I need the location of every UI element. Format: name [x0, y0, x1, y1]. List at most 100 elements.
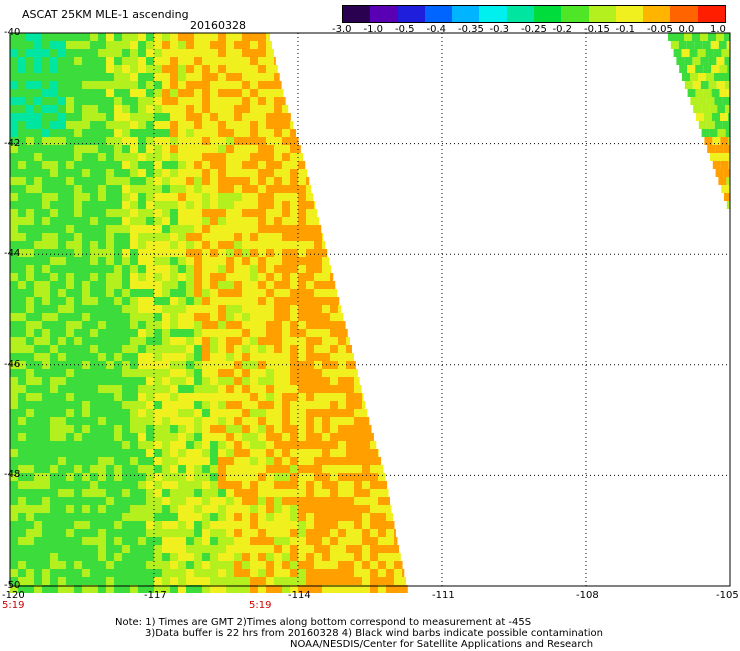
swath-cell [709, 105, 717, 113]
swath-cell [162, 377, 170, 385]
swath-cell [346, 481, 354, 489]
swath-cell [306, 393, 314, 401]
swath-cell [306, 201, 314, 209]
swath-cell [226, 505, 234, 513]
swath-cell [138, 201, 146, 209]
swath-cell [34, 481, 42, 489]
swath-cell [66, 289, 74, 297]
swath-cell [274, 177, 282, 185]
swath-cell [234, 209, 242, 217]
swath-cell [138, 249, 146, 257]
swath-cell [234, 497, 242, 505]
swath-cell [234, 545, 242, 553]
swath-cell [202, 329, 210, 337]
swath-cell [186, 289, 194, 297]
swath-cell [674, 49, 682, 57]
swath-cell [242, 441, 250, 449]
swath-cell [26, 481, 34, 489]
swath-cell [170, 41, 178, 49]
swath-cell [74, 305, 82, 313]
swath-cell [298, 497, 306, 505]
swath-cell [322, 417, 330, 425]
swath-cell [298, 385, 306, 393]
swath-cell [250, 529, 258, 537]
swath-cell [402, 561, 403, 569]
swath-cell [114, 377, 122, 385]
swath-cell [362, 537, 370, 545]
swath-cell [258, 41, 266, 49]
swath-cell [218, 289, 226, 297]
swath-cell [122, 433, 130, 441]
swath-cell [218, 377, 226, 385]
swath-cell [26, 337, 34, 345]
swath-cell [170, 225, 178, 233]
swath-cell [18, 369, 26, 377]
swath-cell [322, 529, 330, 537]
swath-cell [50, 489, 58, 497]
swath-cell [74, 521, 82, 529]
swath-cell [82, 481, 90, 489]
swath-cell [58, 513, 66, 521]
swath-cell [90, 89, 98, 97]
swath-cell [162, 353, 170, 361]
swath-cell [34, 81, 42, 89]
swath-cell [146, 537, 154, 545]
swath-cell [66, 81, 74, 89]
swath-cell [226, 433, 234, 441]
swath-cell [226, 97, 234, 105]
swath-cell [186, 129, 194, 137]
swath-cell [18, 201, 26, 209]
swath-cell [250, 65, 258, 73]
swath-cell [378, 513, 386, 521]
swath-cell [226, 49, 234, 57]
swath-cell [154, 81, 162, 89]
swath-cell [34, 561, 42, 569]
swath-cell [282, 353, 290, 361]
swath-cell [34, 449, 42, 457]
swath-cell [106, 145, 114, 153]
swath-cell [106, 217, 114, 225]
swath-cell [250, 273, 258, 281]
swath-cell [82, 65, 90, 73]
swath-cell [26, 89, 34, 97]
swath-cell [114, 473, 122, 481]
swath-cell [18, 89, 26, 97]
swath-cell [234, 129, 242, 137]
swath-cell [194, 369, 202, 377]
swath-cell [74, 417, 82, 425]
swath-cell [122, 497, 130, 505]
swath-cell [146, 577, 154, 585]
swath-cell [234, 201, 242, 209]
swath-cell [186, 81, 194, 89]
swath-cell [274, 449, 282, 457]
swath-cell [693, 105, 701, 113]
swath-cell [106, 569, 114, 577]
swath-cell [258, 409, 266, 417]
swath-cell [354, 529, 362, 537]
swath-cell [282, 553, 290, 561]
swath-cell [330, 537, 338, 545]
swath-cell [306, 457, 314, 465]
swath-cell [314, 417, 322, 425]
swath-cell [42, 121, 50, 129]
swath-cell [346, 425, 354, 433]
swath-cell [138, 233, 146, 241]
swath-cell [34, 313, 42, 321]
swath-cell [194, 161, 202, 169]
swath-cell [370, 553, 378, 561]
swath-cell [234, 49, 242, 57]
swath-cell [18, 513, 26, 521]
swath-cell [178, 297, 186, 305]
swath-cell [322, 457, 330, 465]
swath-cell [106, 521, 114, 529]
swath-cell [298, 569, 306, 577]
swath-cell [234, 393, 242, 401]
swath-cell [234, 385, 242, 393]
swath-cell [138, 129, 146, 137]
swath-cell [330, 497, 338, 505]
swath-cell [298, 169, 306, 177]
swath-cell [226, 145, 234, 153]
swath-cell [202, 129, 210, 137]
swath-cell [170, 217, 178, 225]
swath-cell [138, 105, 146, 113]
